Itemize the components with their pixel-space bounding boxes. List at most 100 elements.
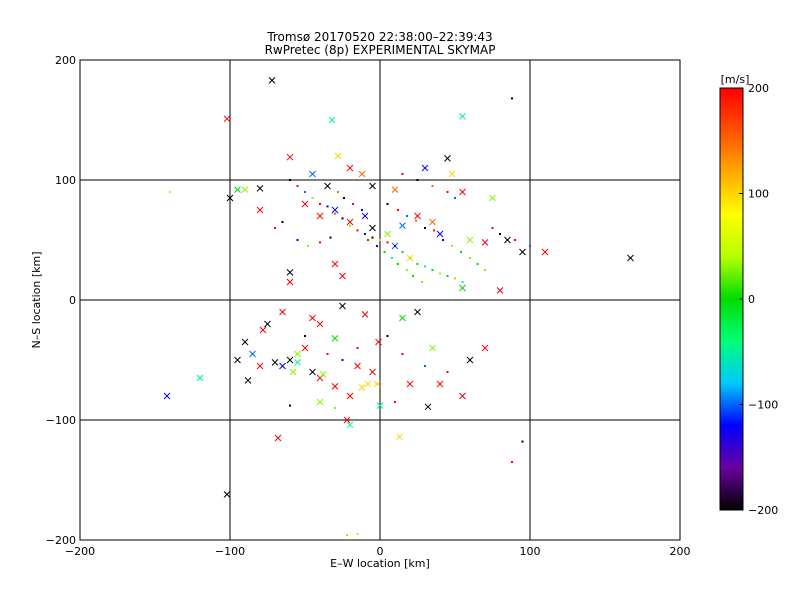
data-point-x: [324, 182, 331, 190]
colorbar-label: [m/s]: [721, 73, 750, 86]
data-point-dot: [274, 227, 276, 229]
data-point-x: [271, 359, 279, 366]
data-point-dot: [281, 221, 284, 223]
data-point-x: [489, 194, 496, 202]
data-point-x: [373, 380, 381, 388]
data-point-x: [436, 380, 444, 388]
data-point-x: [334, 152, 342, 160]
data-point-dot: [409, 257, 411, 259]
data-point-x: [399, 314, 406, 322]
y-axis-label: N–S location [km]: [30, 251, 43, 348]
data-point-dot: [469, 257, 471, 259]
data-point-x: [256, 185, 264, 192]
data-point-x: [286, 356, 294, 364]
x-tick-label: 200: [670, 545, 691, 558]
data-point-x: [346, 164, 354, 172]
data-point-x: [331, 260, 339, 268]
data-point-dot: [394, 401, 396, 403]
x-tick-label: 100: [520, 545, 541, 558]
data-point-dot: [514, 239, 516, 241]
data-point-dot: [415, 219, 417, 222]
data-point-dot: [326, 353, 329, 355]
data-point-x: [481, 239, 489, 246]
data-point-x: [241, 186, 249, 193]
data-point-dot: [356, 533, 359, 535]
data-point-x: [331, 335, 339, 342]
data-point-x: [286, 269, 294, 276]
data-point-dot: [383, 251, 386, 253]
data-point-x: [309, 314, 316, 322]
data-point-dot: [304, 335, 306, 337]
data-point-dot: [416, 179, 419, 181]
data-point-dot: [412, 275, 414, 277]
data-point-x: [406, 380, 414, 388]
y-tick-label: 100: [55, 174, 76, 187]
data-point-x: [331, 206, 339, 214]
data-point-x: [346, 218, 354, 226]
data-point-x: [396, 433, 403, 441]
colorbar-tick-label: 100: [748, 188, 769, 201]
data-point-dot: [371, 236, 374, 239]
data-point-x: [421, 164, 429, 172]
data-point-x: [376, 402, 384, 409]
data-point-dot: [439, 272, 441, 275]
data-point-dot: [356, 347, 359, 349]
y-tick-label: −200: [46, 534, 76, 547]
colorbar-tick-label: −200: [748, 504, 778, 517]
data-point-x: [541, 248, 549, 256]
data-point-dot: [296, 239, 299, 241]
data-point-dot: [379, 239, 381, 241]
data-point-x: [414, 212, 421, 220]
data-point-dot: [397, 209, 399, 211]
plot-points: [163, 77, 634, 537]
data-point-dot: [451, 245, 453, 247]
data-point-x: [339, 272, 346, 280]
data-point-dot: [394, 245, 396, 247]
data-point-dot: [352, 203, 354, 205]
data-point-dot: [319, 203, 321, 205]
data-point-dot: [433, 229, 435, 232]
data-point-dot: [416, 263, 419, 265]
x-tick-label: 0: [377, 545, 384, 558]
data-point-x: [361, 212, 369, 220]
data-point-dot: [337, 191, 339, 193]
data-point-x: [294, 350, 301, 358]
data-point-dot: [341, 217, 344, 220]
x-tick-label: −100: [215, 545, 245, 558]
data-point-dot: [326, 205, 329, 208]
data-point-x: [391, 186, 399, 193]
x-tick-label: −200: [65, 545, 95, 558]
data-point-x: [223, 491, 231, 498]
y-axis: −200 −100 0 100 200: [46, 54, 680, 547]
data-point-dot: [424, 265, 426, 268]
data-point-dot: [521, 440, 524, 443]
data-point-x: [316, 320, 324, 328]
data-point-dot: [311, 197, 314, 199]
data-point-x: [241, 338, 249, 346]
data-point-x: [316, 398, 324, 406]
data-point-dot: [499, 233, 501, 235]
data-point-dot: [406, 215, 408, 217]
y-tick-label: 0: [69, 294, 76, 307]
data-point-dot: [356, 229, 359, 232]
data-point-dot: [454, 277, 456, 280]
data-point-x: [309, 368, 316, 376]
data-point-dot: [289, 404, 291, 407]
data-point-dot: [361, 209, 363, 211]
data-point-x: [279, 308, 286, 316]
data-point-x: [414, 308, 421, 316]
data-point-dot: [401, 353, 404, 355]
data-point-x: [358, 170, 366, 178]
data-point-x: [163, 392, 171, 400]
data-point-dot: [334, 407, 336, 409]
data-point-dot: [329, 236, 332, 239]
data-point-dot: [346, 534, 348, 537]
plot-grid: [80, 60, 680, 540]
data-point-x: [459, 284, 466, 292]
data-point-x: [369, 368, 376, 376]
data-point-dot: [484, 269, 486, 271]
data-point-x: [361, 311, 369, 318]
data-point-dot: [421, 281, 423, 283]
data-point-x: [358, 384, 366, 391]
